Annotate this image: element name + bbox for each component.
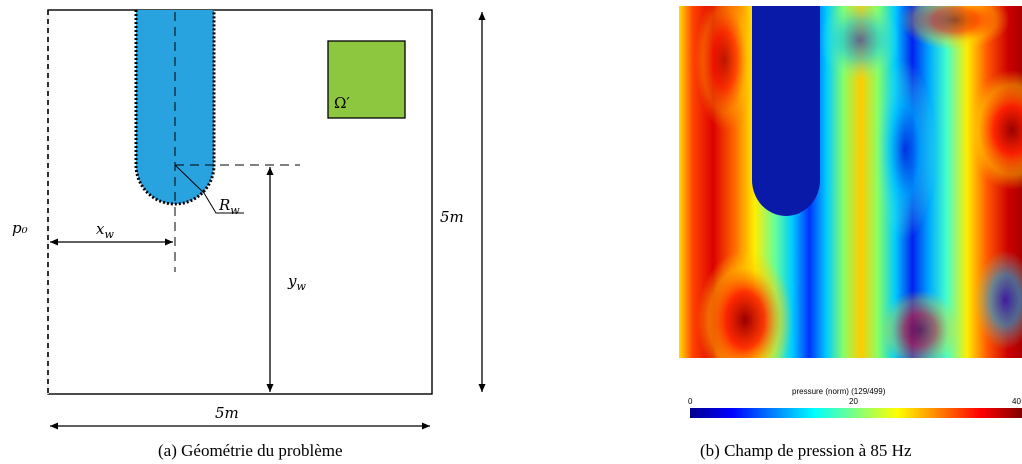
colorbar-tick-max: 40 xyxy=(1012,397,1021,406)
colorbar xyxy=(690,408,1022,418)
geometry-diagram: p₀ xw yw Rw Ω′ 5m 5m (a) Géométrie du pr… xyxy=(12,9,486,460)
p0-label: p₀ xyxy=(12,219,28,237)
rw-label: Rw xyxy=(218,196,240,217)
omega-region xyxy=(327,40,406,119)
width-label: 5m xyxy=(215,404,239,422)
radius-leader xyxy=(203,192,244,214)
waveguide-region-field xyxy=(752,6,820,216)
colorbar-tick-mid: 20 xyxy=(849,397,858,406)
waveguide-wall xyxy=(134,10,216,206)
radius-line xyxy=(174,164,205,194)
colorbar-tick-min: 0 xyxy=(688,397,693,406)
caption-right: (b) Champ de pression à 85 Hz xyxy=(700,441,912,460)
yw-label: yw xyxy=(287,272,306,293)
caption-left: (a) Géométrie du problème xyxy=(158,441,343,460)
pressure-field-plot: pressure (norm) (129/499) 0 20 40 (b) Ch… xyxy=(679,6,1022,460)
omega-label: Ω′ xyxy=(334,94,350,112)
xw-label: xw xyxy=(96,220,114,241)
colorbar-title: pressure (norm) (129/499) xyxy=(792,387,886,396)
height-label: 5m xyxy=(440,208,464,226)
